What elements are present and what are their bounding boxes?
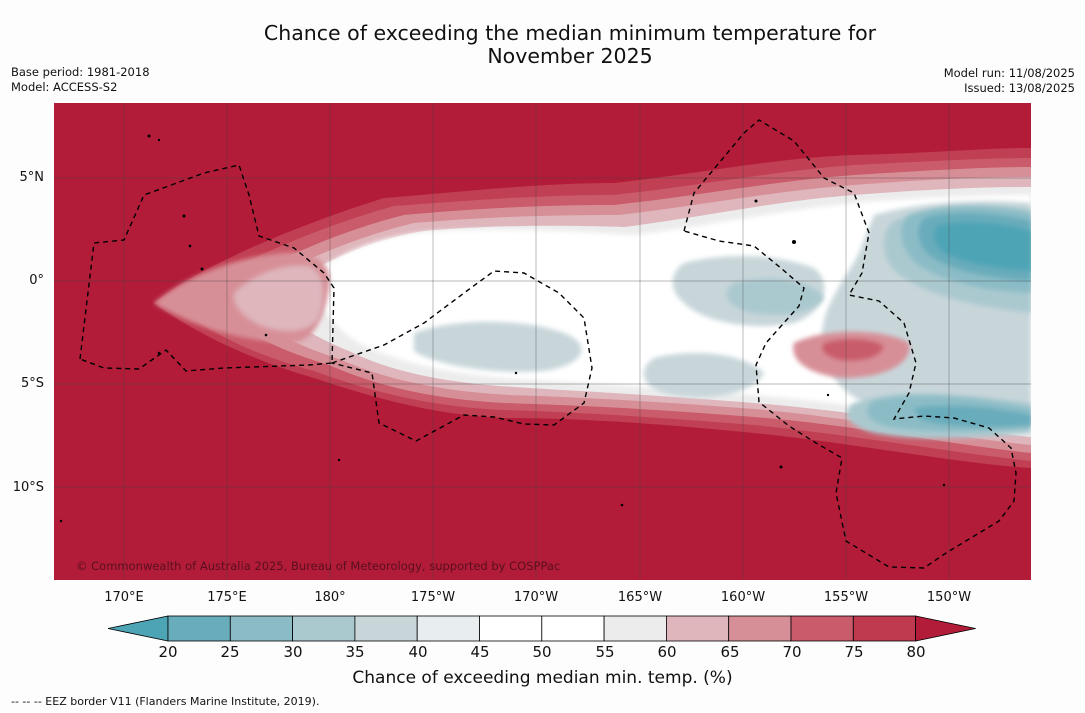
base-period: Base period: 1981-2018: [11, 65, 150, 79]
title-line-1: Chance of exceeding the median minimum t…: [263, 21, 877, 45]
lon-label-180: 180°: [314, 590, 346, 605]
lon-label-170e: 170°E: [104, 590, 144, 605]
colorbar-tick-25: 25: [220, 643, 240, 661]
map-title: Chance of exceeding the median minimum t…: [0, 22, 1085, 68]
colorbar-label: Chance of exceeding median min. temp. (%…: [352, 668, 733, 688]
model-run-date: Model run: 11/08/2025: [943, 66, 1075, 80]
model-info: Base period: 1981-2018 Model: ACCESS-S2: [11, 65, 150, 95]
graticule: [54, 103, 1031, 580]
colorbar-cell: [603, 615, 667, 642]
colorbar-cell: [852, 615, 916, 642]
forecast-map: [54, 103, 1031, 580]
colorbar-tick-75: 75: [844, 643, 864, 661]
lon-label-160w: 160°W: [720, 590, 766, 605]
colorbar-cell: [292, 615, 356, 642]
forecast-map-svg: [54, 103, 1031, 580]
islands: [59, 134, 946, 523]
colorbar-tick-65: 65: [720, 643, 740, 661]
lat-label-equator: 0°: [29, 273, 44, 288]
colorbar-cell: [541, 615, 605, 642]
colorbar-tick-30: 30: [283, 643, 303, 661]
colorbar-tick-20: 20: [158, 643, 178, 661]
title-line-2: November 2025: [487, 44, 653, 68]
colorbar-tick-60: 60: [657, 643, 677, 661]
lon-label-150w: 150°W: [926, 590, 972, 605]
model-name: Model: ACCESS-S2: [11, 80, 118, 94]
colorbar-cell: [666, 615, 730, 642]
issued-date: Issued: 13/08/2025: [964, 81, 1075, 95]
lon-label-175e: 175°E: [207, 590, 247, 605]
colorbar-extend-high: [915, 615, 976, 642]
colorbar-tick-55: 55: [595, 643, 615, 661]
colorbar-tick-40: 40: [408, 643, 428, 661]
colorbar-cell: [354, 615, 418, 642]
band-20: [934, 222, 1031, 271]
eez-footnote: -- -- -- EEZ border V11 (Flanders Marine…: [11, 695, 320, 708]
colorbar-extend-low: [108, 615, 169, 642]
colorbar-cell: [479, 615, 543, 642]
lat-label-10s: 10°S: [12, 480, 44, 495]
band-west-60: [233, 265, 324, 332]
colorbar-tick-80: 80: [906, 643, 926, 661]
colorbar-cell: [229, 615, 294, 642]
lon-label-170w: 170°W: [513, 590, 559, 605]
eez-borders: [79, 119, 1017, 569]
lon-label-155w: 155°W: [823, 590, 869, 605]
colorbar-cell: [728, 615, 792, 642]
colorbar-tick-50: 50: [532, 643, 552, 661]
lon-label-165w: 165°W: [617, 590, 663, 605]
colorbar-tick-45: 45: [470, 643, 490, 661]
colorbar-tick-70: 70: [782, 643, 802, 661]
lat-label-5s: 5°S: [20, 376, 44, 391]
colorbar-cell: [167, 615, 231, 642]
probability-shading: [154, 148, 1031, 468]
warm-spot: [793, 331, 910, 378]
lon-label-175w: 175°W: [410, 590, 456, 605]
colorbar: [108, 615, 976, 642]
colorbar-cell: [416, 615, 480, 642]
run-info: Model run: 11/08/2025 Issued: 13/08/2025: [944, 66, 1075, 96]
colorbar-tick-35: 35: [345, 643, 365, 661]
colorbar-cell: [790, 615, 854, 642]
copyright-notice: © Commonwealth of Australia 2025, Bureau…: [76, 559, 561, 573]
lat-label-5n: 5°N: [19, 170, 45, 185]
